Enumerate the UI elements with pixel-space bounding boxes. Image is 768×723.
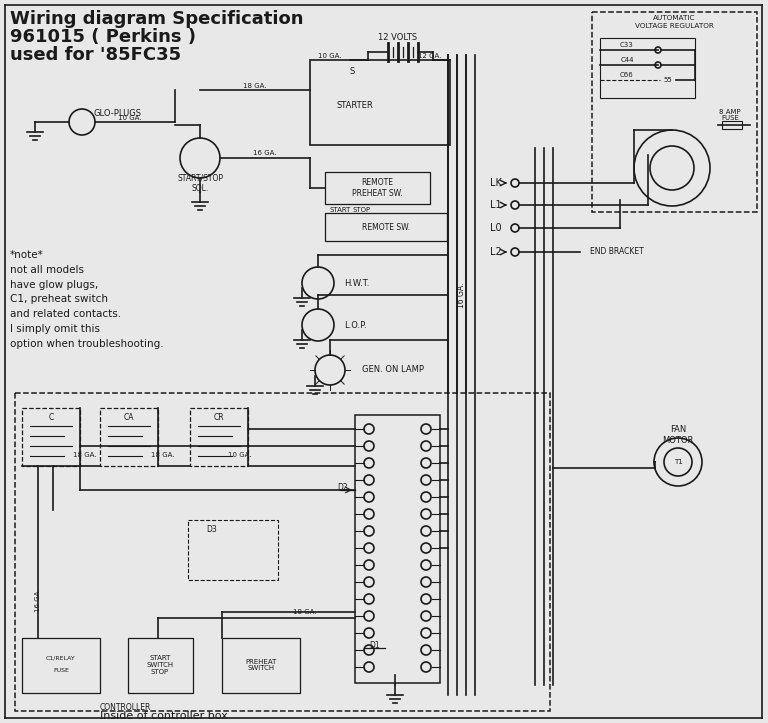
Text: 12 VOLTS: 12 VOLTS [379, 33, 418, 43]
Text: REMOTE SW.: REMOTE SW. [362, 223, 410, 231]
Bar [22, 408, 80, 466]
Text: C44: C44 [621, 57, 634, 63]
Text: T1: T1 [674, 459, 683, 465]
Text: START
SWITCH
STOP: START SWITCH STOP [147, 655, 174, 675]
Bar [325, 172, 430, 204]
Text: 10 GA.: 10 GA. [228, 452, 252, 458]
Text: C: C [48, 413, 54, 422]
Text: L2: L2 [490, 247, 502, 257]
Bar [722, 121, 742, 129]
Bar [355, 415, 440, 683]
Text: STARTER: STARTER [336, 100, 373, 109]
Text: D1: D1 [369, 641, 380, 649]
Text: 8 AMP
FUSE: 8 AMP FUSE [719, 108, 741, 121]
Text: CR: CR [214, 413, 224, 422]
Text: C66: C66 [620, 72, 634, 78]
Text: Wiring diagram Specification: Wiring diagram Specification [10, 10, 303, 28]
Text: 16 GA.: 16 GA. [253, 150, 276, 156]
Bar [100, 408, 158, 466]
Text: 10 GA.: 10 GA. [318, 53, 342, 59]
Bar [325, 213, 447, 241]
Text: 961015 ( Perkins ): 961015 ( Perkins ) [10, 28, 196, 46]
Text: D2: D2 [337, 482, 348, 492]
Text: CA: CA [124, 413, 134, 422]
Text: 18 GA.: 18 GA. [243, 83, 266, 89]
Text: L1: L1 [491, 200, 502, 210]
Text: FUSE: FUSE [53, 667, 69, 672]
Text: C1/RELAY: C1/RELAY [46, 656, 76, 661]
Text: 18 GA.: 18 GA. [293, 609, 316, 615]
Text: 16 GA.: 16 GA. [458, 282, 466, 308]
Text: REMOTE
PREHEAT SW.: REMOTE PREHEAT SW. [352, 179, 402, 197]
Text: END BRACKET: END BRACKET [590, 247, 644, 257]
Text: CONTROLLER: CONTROLLER [100, 703, 151, 712]
Bar [22, 638, 100, 693]
Bar [310, 60, 450, 145]
Text: AUTOMATIC
VOLTAGE REGULATOR: AUTOMATIC VOLTAGE REGULATOR [634, 15, 713, 28]
Text: 55: 55 [664, 77, 672, 83]
Bar [190, 408, 248, 466]
Bar [592, 12, 757, 212]
Text: Inside of controller box: Inside of controller box [100, 711, 228, 721]
Text: used for '85FC35: used for '85FC35 [10, 46, 181, 64]
Bar [15, 393, 550, 711]
Text: START/STOP
SOL.: START/STOP SOL. [177, 174, 223, 193]
Text: L.O.P.: L.O.P. [344, 320, 366, 330]
Text: L0: L0 [491, 223, 502, 233]
Bar [128, 638, 193, 693]
Text: 18 GA.: 18 GA. [73, 452, 97, 458]
Text: 10 GA.: 10 GA. [118, 115, 142, 121]
Text: STOP: STOP [353, 207, 371, 213]
Text: FAN
MOTOR: FAN MOTOR [662, 425, 694, 445]
Text: 16 GA.: 16 GA. [35, 589, 41, 612]
Text: D3: D3 [206, 526, 217, 534]
Bar [222, 638, 300, 693]
Text: GLO-PLUGS: GLO-PLUGS [94, 108, 142, 118]
Text: LK: LK [490, 178, 502, 188]
Text: GEN. ON LAMP: GEN. ON LAMP [362, 366, 424, 375]
Text: START: START [329, 207, 351, 213]
Text: *note*
not all models
have glow plugs,
C1, preheat switch
and related contacts.
: *note* not all models have glow plugs, C… [10, 250, 164, 348]
Text: C33: C33 [620, 42, 634, 48]
Bar [188, 520, 278, 580]
Text: PREHEAT
SWITCH: PREHEAT SWITCH [245, 659, 276, 672]
Bar [600, 38, 695, 98]
Text: 12 GA.: 12 GA. [419, 53, 442, 59]
Text: H.W.T.: H.W.T. [344, 278, 369, 288]
Text: 18 GA.: 18 GA. [151, 452, 175, 458]
Text: S: S [349, 67, 355, 77]
